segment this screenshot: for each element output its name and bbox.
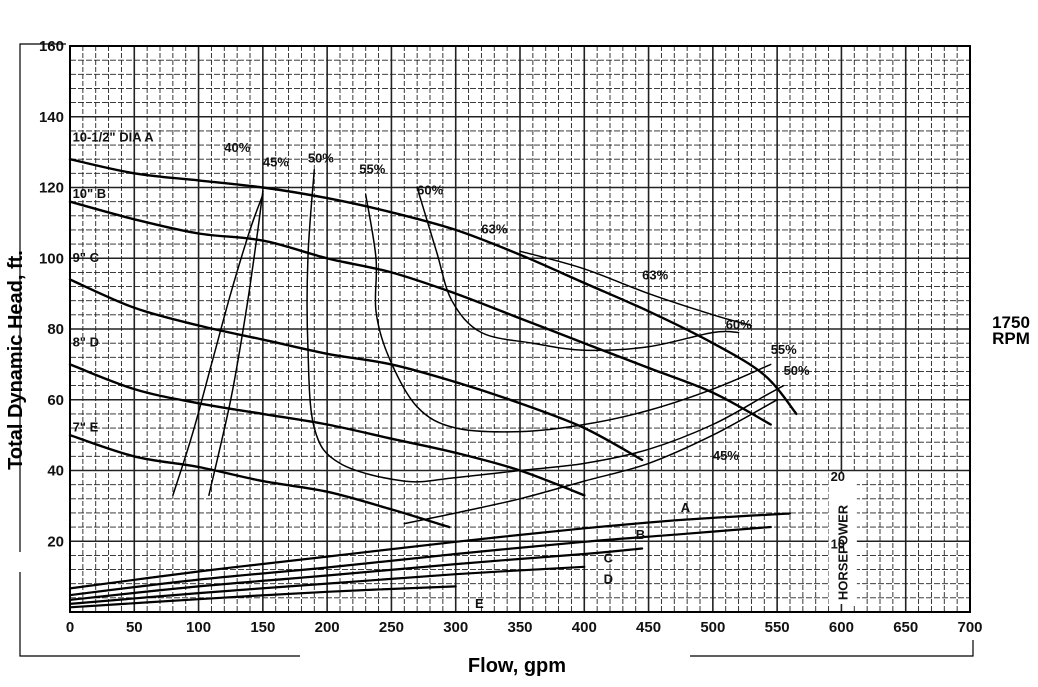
- y-tick-label: 80: [47, 321, 64, 338]
- y-axis-title: Total Dynamic Head, ft.: [5, 250, 27, 470]
- y-tick-label: 40: [47, 463, 64, 480]
- axes: 0 50 100 150 200 250 300 350 400 450 500 550 600 650 7…: [19, 38, 983, 657]
- head-curve: [68, 158, 798, 416]
- head-curve: [68, 200, 772, 426]
- grid: [69, 45, 971, 613]
- curves: [68, 158, 798, 609]
- speed-label-line: 1750: [992, 313, 1030, 332]
- x-tick-label: 200: [315, 619, 340, 636]
- efficiency-label: 55%: [359, 161, 385, 176]
- x-tick-label: 250: [379, 619, 404, 636]
- horsepower-curve-label: A: [681, 500, 691, 515]
- y-tick-label: 100: [39, 250, 64, 267]
- horsepower-curve-label: C: [604, 551, 614, 566]
- efficiency-label: 60%: [726, 317, 752, 332]
- horsepower-curve-label: B: [636, 527, 645, 542]
- efficiency-label: 50%: [784, 363, 810, 378]
- horsepower-curve: [68, 525, 772, 597]
- efficiency-label: 60%: [417, 183, 443, 198]
- x-tick-label: 100: [186, 619, 211, 636]
- x-tick-label: 550: [765, 619, 790, 636]
- y-tick-label: 120: [39, 180, 64, 197]
- head-curve: [68, 363, 586, 497]
- efficiency-label: 45%: [713, 448, 739, 463]
- horsepower-curve-label: E: [475, 596, 484, 611]
- head-curve: [68, 278, 644, 462]
- x-tick-label: 450: [636, 619, 661, 636]
- efficiency-curve: [403, 399, 778, 525]
- x-tick-label: 400: [572, 619, 597, 636]
- efficiency-label: 63%: [642, 267, 668, 282]
- head-curve: [68, 433, 451, 529]
- horsepower-tick-label: 10: [831, 537, 845, 552]
- x-tick-label: 700: [957, 619, 982, 636]
- y-tick-label: 140: [39, 109, 64, 126]
- horsepower-curve: [68, 547, 644, 601]
- curve-labels: 10-1/2" DIA A 10" B 9" C 8" D 7" E 40% 45% 50% 5…: [73, 130, 810, 611]
- horsepower-curve-label: D: [604, 572, 613, 587]
- head-curve-label: 10" B: [73, 186, 107, 201]
- x-axis-title: Flow, gpm: [468, 655, 566, 677]
- plot-frame: [69, 45, 971, 613]
- head-curve-label: 9" C: [73, 250, 100, 265]
- head-curve-label: 10-1/2" DIA A: [73, 130, 155, 145]
- x-tick-label: 500: [700, 619, 725, 636]
- x-tick-label: 600: [829, 619, 854, 636]
- y-tick-label: 20: [47, 533, 64, 550]
- horsepower-curve: [68, 512, 792, 590]
- efficiency-label: 45%: [263, 154, 289, 169]
- x-tick-label: 150: [250, 619, 275, 636]
- head-curve-label: 7" E: [73, 420, 99, 435]
- efficiency-curve: [519, 250, 753, 327]
- x-tick-label: 0: [66, 619, 74, 636]
- efficiency-label: 50%: [308, 151, 334, 166]
- x-tick-label: 300: [443, 619, 468, 636]
- horsepower-label: HORSEPOWER: [836, 504, 851, 600]
- x-tick-label: 350: [507, 619, 532, 636]
- x-tick-label: 50: [126, 619, 143, 636]
- y-axis-bracket: [19, 43, 66, 552]
- efficiency-curve: [364, 193, 772, 433]
- horsepower-panel: [828, 473, 857, 604]
- horsepower-curve: [68, 585, 457, 609]
- x-axis-bracket-left: [19, 572, 300, 657]
- efficiency-label: 63%: [481, 221, 507, 236]
- efficiency-curve: [172, 193, 264, 497]
- horsepower-tick-label: 20: [831, 469, 845, 484]
- x-axis-bracket-right: [690, 640, 974, 657]
- x-tick-label: 650: [893, 619, 918, 636]
- efficiency-label: 55%: [771, 342, 797, 357]
- head-curve-label: 8" D: [73, 335, 99, 350]
- y-tick-label: 160: [39, 38, 64, 55]
- efficiency-curve: [306, 169, 785, 483]
- efficiency-label: 40%: [224, 140, 250, 155]
- efficiency-curve: [208, 190, 264, 497]
- y-tick-label: 60: [47, 392, 64, 409]
- speed-label-line: RPM: [992, 329, 1030, 348]
- horsepower-curve: [68, 565, 586, 605]
- efficiency-curve: [416, 186, 740, 352]
